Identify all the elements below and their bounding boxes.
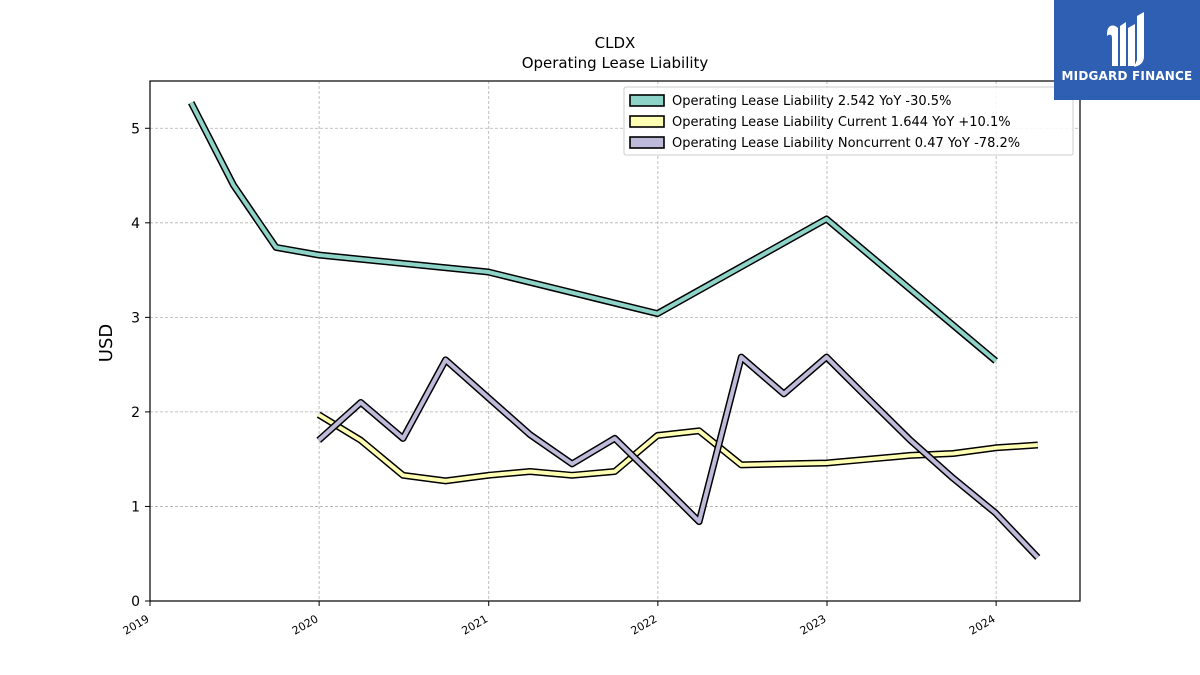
legend-swatch-0 [629, 94, 665, 107]
y-axis-label: USD [96, 324, 117, 362]
chart-subtitle: Operating Lease Liability [522, 54, 709, 72]
series-lines [188, 101, 1041, 560]
x-tick-label: 2019 [121, 612, 152, 637]
legend-label-1: Operating Lease Liability Current 1.644 … [672, 115, 1011, 130]
brand-logo: MIDGARD FINANCE [1054, 0, 1200, 100]
x-tick-label: 2024 [967, 612, 998, 637]
y-tick-label: 5 [131, 121, 140, 137]
legend-frame [623, 86, 1074, 156]
y-tick-label: 3 [131, 310, 140, 326]
x-tick-label: 2021 [459, 612, 490, 637]
x-tick-label: 2020 [290, 612, 321, 637]
legend: Operating Lease Liability 2.542 YoY -30.… [623, 86, 1074, 156]
legend-label-0: Operating Lease Liability 2.542 YoY -30.… [672, 94, 951, 109]
grid [150, 81, 1080, 601]
series-outline-1 [316, 411, 1039, 485]
legend-label-2: Operating Lease Liability Noncurrent 0.4… [672, 136, 1020, 151]
legend-swatch-1 [629, 115, 665, 128]
y-tick-label: 0 [131, 594, 140, 610]
brand-name: MIDGARD FINANCE [1061, 69, 1193, 83]
x-tick-label: 2022 [629, 612, 660, 637]
series-line-0 [189, 101, 997, 363]
series-line-1 [317, 412, 1038, 483]
brand-mark-icon [1107, 12, 1144, 67]
y-tick-label: 2 [131, 405, 140, 421]
plot-frame [149, 80, 1081, 602]
x-tick-label: 2023 [798, 612, 829, 637]
series-line-2 [317, 355, 1040, 559]
chart-title: CLDX [595, 34, 636, 52]
legend-swatch-2 [629, 136, 665, 149]
axis-ticks: 2019 2020 2021 2022 2023 2024 0 1 2 3 4 5 [121, 121, 998, 637]
y-tick-label: 1 [131, 499, 140, 515]
y-tick-label: 4 [131, 216, 140, 232]
